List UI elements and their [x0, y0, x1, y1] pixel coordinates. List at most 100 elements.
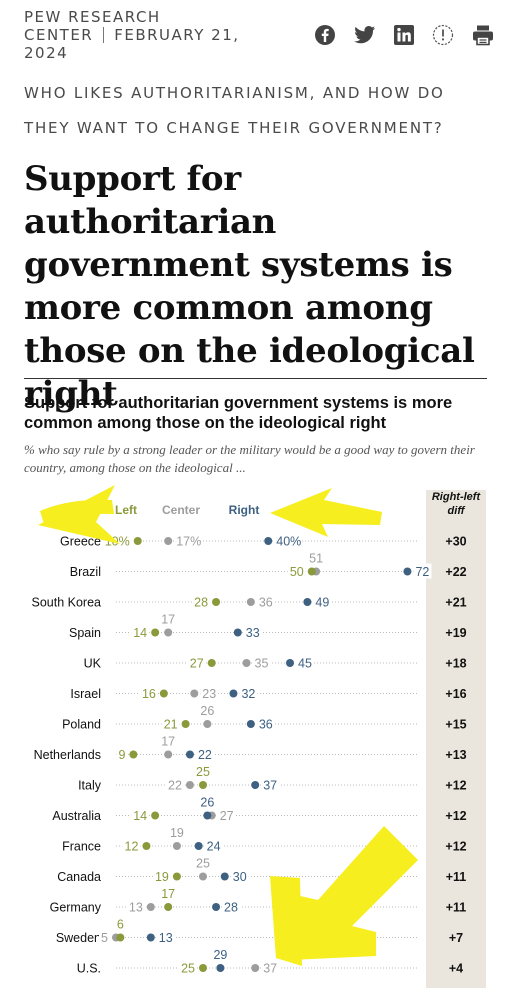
value-label-left-germany: 17	[161, 887, 175, 901]
value-label-center-uk: 35	[255, 657, 269, 671]
label-mask-center-italy	[165, 777, 184, 792]
dot-left-sweden	[116, 933, 125, 942]
diff-value-brazil: +22	[445, 565, 466, 579]
dot-center-france	[172, 842, 181, 850]
label-mask-left-france	[122, 838, 141, 853]
label-mask-right-france	[204, 838, 223, 853]
label-mask-right-poland	[256, 716, 275, 731]
country-label-israel: Israel	[70, 687, 101, 701]
dot-center-canada	[199, 872, 207, 881]
value-label-center-israel: 23	[202, 687, 216, 701]
value-label-left-u-s: 25	[181, 962, 195, 976]
dot-right-u-s	[216, 964, 225, 972]
diff-value-canada: +11	[446, 870, 467, 884]
diff-value-netherlands: +13	[445, 748, 466, 762]
diff-value-sweden: +7	[449, 931, 463, 945]
country-label-france: France	[62, 840, 101, 854]
dot-center-italy	[185, 781, 194, 789]
label-mask-right-germany	[222, 899, 241, 914]
value-label-center-sweden: 5	[101, 931, 108, 945]
dot-right-spain	[233, 628, 242, 637]
yellow-arrow-down-annotation	[288, 826, 418, 960]
dot-center-germany	[146, 903, 155, 911]
value-label-center-france: 19	[170, 826, 184, 840]
value-label-right-south-korea: 49	[315, 596, 329, 610]
dot-right-italy	[251, 781, 260, 789]
value-label-center-italy: 22	[168, 779, 182, 793]
dot-left-australia	[151, 811, 160, 820]
value-label-center-south-korea: 36	[259, 596, 273, 610]
country-label-brazil: Brazil	[70, 565, 101, 579]
label-mask-right-brazil	[413, 563, 432, 579]
dot-center-netherlands	[164, 750, 173, 759]
country-label-greece: Greece	[60, 535, 101, 549]
share-icons	[314, 24, 494, 46]
label-mask-left-australia	[131, 807, 150, 823]
label-mask-right-netherlands	[195, 746, 214, 762]
country-label-u-s: U.S.	[77, 962, 101, 976]
dot-right-canada	[220, 872, 229, 881]
value-label-right-spain: 33	[246, 626, 260, 640]
value-label-left-south-korea: 28	[194, 596, 208, 610]
value-label-left-poland: 21	[164, 718, 178, 732]
value-label-left-italy: 25	[196, 765, 210, 779]
label-mask-right-israel	[239, 685, 258, 701]
dot-right-australia	[203, 811, 212, 820]
country-label-sweden: Sweden	[56, 931, 101, 945]
legend-center: Center	[162, 503, 200, 517]
print-icon[interactable]	[472, 24, 494, 46]
value-label-right-israel: 32	[241, 687, 255, 701]
brand-name-line1[interactable]: PEW RESEARCH	[24, 8, 161, 26]
country-label-germany: Germany	[50, 901, 102, 915]
diff-column-background	[426, 490, 486, 988]
label-mask-center-u-s	[261, 960, 280, 975]
value-label-right-italy: 37	[263, 779, 277, 793]
dot-left-spain	[151, 628, 160, 637]
dot-center-south-korea	[246, 598, 255, 606]
value-label-right-poland: 36	[259, 718, 273, 732]
dot-left-greece	[133, 537, 142, 545]
value-label-center-poland: 26	[200, 704, 214, 718]
dot-left-netherlands	[129, 750, 138, 759]
yellow-arrow-down-head	[270, 876, 302, 966]
label-mask-right-south-korea	[313, 594, 332, 609]
dot-left-south-korea	[212, 598, 221, 606]
diff-value-greece: +30	[445, 535, 466, 549]
value-label-left-israel: 16	[142, 687, 156, 701]
diff-value-france: +12	[445, 840, 466, 854]
value-label-right-australia: 26	[200, 796, 214, 810]
twitter-icon[interactable]	[354, 25, 376, 45]
linkedin-icon[interactable]	[394, 25, 414, 45]
facebook-icon[interactable]	[314, 24, 336, 46]
value-label-right-sweden: 13	[159, 931, 173, 945]
value-label-right-netherlands: 22	[198, 748, 212, 762]
dot-right-sweden	[146, 933, 155, 942]
dot-right-germany	[212, 903, 221, 911]
dot-center-uk	[242, 659, 251, 667]
article-header: PEW RESEARCH CENTER FEBRUARY 21, 2024	[24, 8, 494, 64]
brand-name-line2[interactable]: CENTER	[24, 26, 94, 44]
dot-left-italy	[199, 781, 207, 789]
legend-left: Left	[115, 503, 137, 517]
value-label-center-brazil: 51	[309, 552, 323, 566]
dot-left-france	[142, 842, 151, 850]
dot-center-greece	[164, 537, 173, 545]
label-mask-right-uk	[296, 655, 314, 670]
dot-left-israel	[159, 689, 168, 698]
diff-value-poland: +15	[445, 718, 466, 732]
dot-left-germany	[164, 903, 173, 911]
dot-right-brazil	[403, 567, 412, 576]
label-mask-center-sweden	[99, 929, 110, 945]
info-icon[interactable]	[432, 24, 454, 46]
yellow-arrow-right-annotation	[270, 488, 382, 537]
value-label-left-spain: 14	[133, 626, 147, 640]
country-label-south-korea: South Korea	[32, 596, 102, 610]
dot-center-poland	[203, 720, 212, 728]
label-mask-right-sweden	[156, 929, 175, 945]
label-mask-center-greece	[174, 533, 200, 548]
value-label-center-germany: 13	[129, 901, 143, 915]
legend-right: Right	[229, 503, 260, 517]
diff-value-germany: +11	[446, 901, 467, 915]
diff-value-italy: +12	[445, 779, 466, 793]
dot-left-poland	[181, 720, 190, 728]
